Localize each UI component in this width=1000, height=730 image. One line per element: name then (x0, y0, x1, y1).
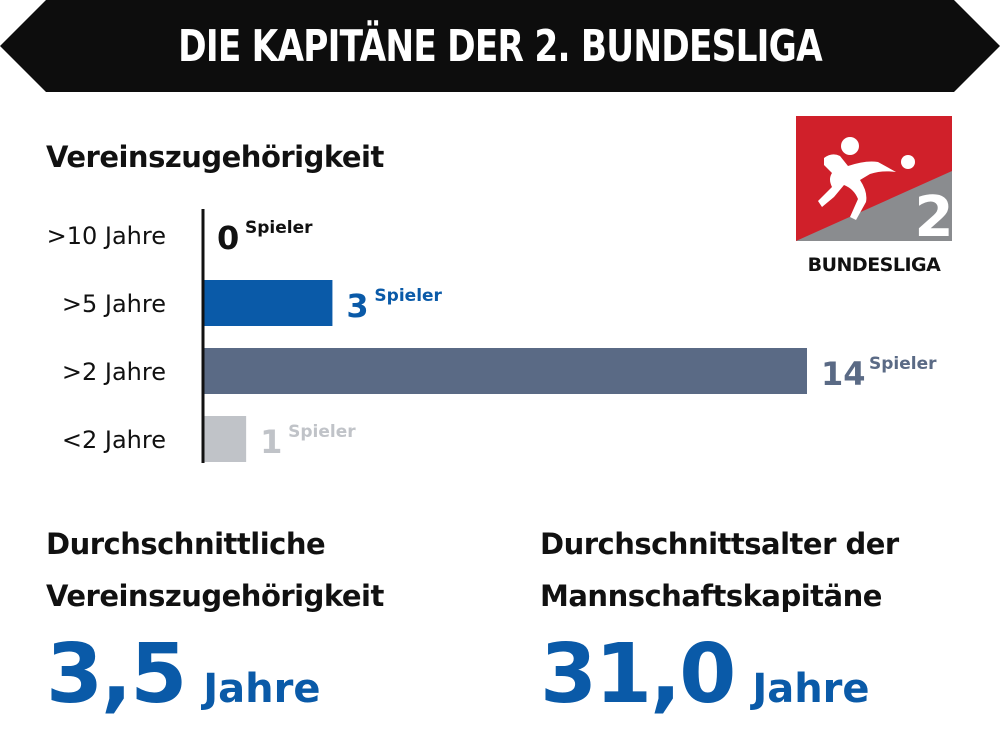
stat-avg-tenure: Durchschnittliche Vereinszugehörigkeit 3… (46, 518, 486, 730)
stat-avg-tenure-value: 3,5 (46, 627, 187, 722)
stat-avg-tenure-label: Durchschnittliche Vereinszugehörigkeit (46, 518, 486, 622)
bar (203, 280, 333, 326)
stat-avg-tenure-label-line2: Vereinszugehörigkeit (46, 579, 384, 613)
bar (203, 348, 807, 394)
page-title: DIE KAPITÄNE DER 2. BUNDESLIGA (178, 20, 822, 72)
category-label: >2 Jahre (62, 358, 166, 386)
category-label: >5 Jahre (62, 290, 166, 318)
tenure-bar-chart: >10 Jahre 0 Spieler >5 Jahre 3 Spieler >2 Jahr… (47, 209, 937, 463)
stat-avg-tenure-unit: Jahre (203, 666, 321, 712)
bar (203, 416, 247, 462)
banner-shape (0, 0, 1000, 92)
stat-avg-age-value: 31,0 (540, 627, 736, 722)
chart-title: Vereinszugehörigkeit (46, 140, 384, 174)
stat-avg-tenure-value-row: 3,5 Jahre (46, 634, 486, 730)
stat-avg-tenure-label-line1: Durchschnittliche (46, 527, 326, 561)
data-unit-label: Spieler (374, 286, 442, 306)
category-label: >10 Jahre (47, 222, 166, 250)
logo-number: 2 (915, 185, 952, 241)
stat-avg-age-label-line1: Durchschnittsalter der (540, 527, 899, 561)
stat-avg-age-label-line2: Mannschaftskapitäne (540, 579, 882, 613)
stat-avg-age-value-row: 31,0 Jahre (540, 634, 980, 730)
data-label: 1 (260, 423, 282, 461)
data-label: 0 (217, 219, 239, 257)
stat-avg-age-unit: Jahre (752, 666, 870, 712)
data-unit-label: Spieler (869, 354, 937, 374)
data-unit-label: Spieler (245, 218, 313, 238)
stat-avg-age: Durchschnittsalter der Mannschaftskapitä… (540, 518, 980, 730)
logo-wordmark: BUNDESLIGA (807, 254, 941, 276)
data-label: 14 (821, 355, 866, 393)
data-label: 3 (346, 287, 368, 325)
bundesliga-2-logo-icon: 2 (796, 116, 953, 250)
title-banner: DIE KAPITÄNE DER 2. BUNDESLIGA (0, 0, 1000, 92)
bundesliga-logo: 2 BUNDESLIGA (796, 116, 953, 276)
data-unit-label: Spieler (288, 422, 356, 442)
category-label: <2 Jahre (62, 426, 166, 454)
stat-avg-age-label: Durchschnittsalter der Mannschaftskapitä… (540, 518, 980, 622)
